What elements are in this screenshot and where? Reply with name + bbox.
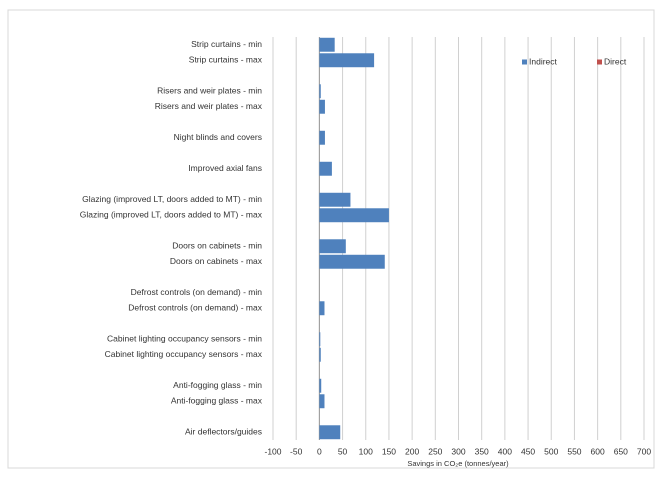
bar xyxy=(319,84,321,99)
y-tick-label: Risers and weir plates - min xyxy=(157,86,262,96)
x-tick-label: 350 xyxy=(475,446,489,456)
y-tick-label: Defrost controls (on demand) - min xyxy=(131,287,263,297)
x-axis-label: Savings in CO₂e (tonnes/year) xyxy=(407,459,509,468)
legend-marker xyxy=(597,59,602,65)
legend-label: Direct xyxy=(604,56,627,66)
legend-marker xyxy=(522,59,527,65)
x-tick-label: 250 xyxy=(428,446,442,456)
bar xyxy=(319,99,325,114)
x-tick-label: 50 xyxy=(338,446,348,456)
bar xyxy=(319,130,325,145)
y-tick-label: Strip curtains - max xyxy=(189,55,263,65)
x-tick-label: 400 xyxy=(498,446,512,456)
bar xyxy=(319,239,346,254)
y-tick-label: Anti-fogging glass - min xyxy=(173,380,262,390)
x-tick-label: 500 xyxy=(544,446,558,456)
y-tick-label: Improved axial fans xyxy=(188,163,262,173)
x-tick-label: 0 xyxy=(317,446,322,456)
bar xyxy=(319,378,322,393)
y-tick-label: Cabinet lighting occupancy sensors - min xyxy=(107,334,262,344)
bar xyxy=(319,254,385,269)
x-tick-label: 650 xyxy=(614,446,628,456)
y-tick-label: Cabinet lighting occupancy sensors - max xyxy=(105,349,263,359)
y-tick-label: Risers and weir plates - max xyxy=(155,101,263,111)
bar xyxy=(319,53,375,68)
bar xyxy=(319,161,332,176)
x-tick-label: 450 xyxy=(521,446,535,456)
y-tick-label: Strip curtains - min xyxy=(191,39,262,49)
y-tick-label: Night blinds and covers xyxy=(174,132,262,142)
bar xyxy=(319,394,325,409)
legend-label: Indirect xyxy=(529,56,558,66)
y-tick-label: Glazing (improved LT, doors added to MT)… xyxy=(82,194,262,204)
x-tick-label: 550 xyxy=(567,446,581,456)
bar xyxy=(319,37,335,52)
bar xyxy=(319,332,321,347)
x-tick-label: -50 xyxy=(290,446,303,456)
x-tick-label: -100 xyxy=(264,446,281,456)
x-tick-label: 300 xyxy=(451,446,465,456)
chart-frame xyxy=(7,9,655,469)
x-tick-label: 150 xyxy=(382,446,396,456)
y-tick-label: Doors on cabinets - min xyxy=(172,241,262,251)
bar xyxy=(319,208,389,223)
y-tick-label: Defrost controls (on demand) - max xyxy=(128,303,262,313)
bar xyxy=(319,192,351,207)
bar xyxy=(319,301,325,316)
y-tick-label: Glazing (improved LT, doors added to MT)… xyxy=(80,210,263,220)
x-tick-label: 700 xyxy=(637,446,651,456)
x-tick-label: 600 xyxy=(591,446,605,456)
bar xyxy=(319,425,341,440)
bar xyxy=(319,347,321,362)
y-tick-label: Anti-fogging glass - max xyxy=(171,396,263,406)
x-tick-label: 200 xyxy=(405,446,419,456)
x-tick-label: 100 xyxy=(359,446,373,456)
y-tick-label: Air deflectors/guides xyxy=(185,427,262,437)
y-tick-label: Doors on cabinets - max xyxy=(170,256,263,266)
